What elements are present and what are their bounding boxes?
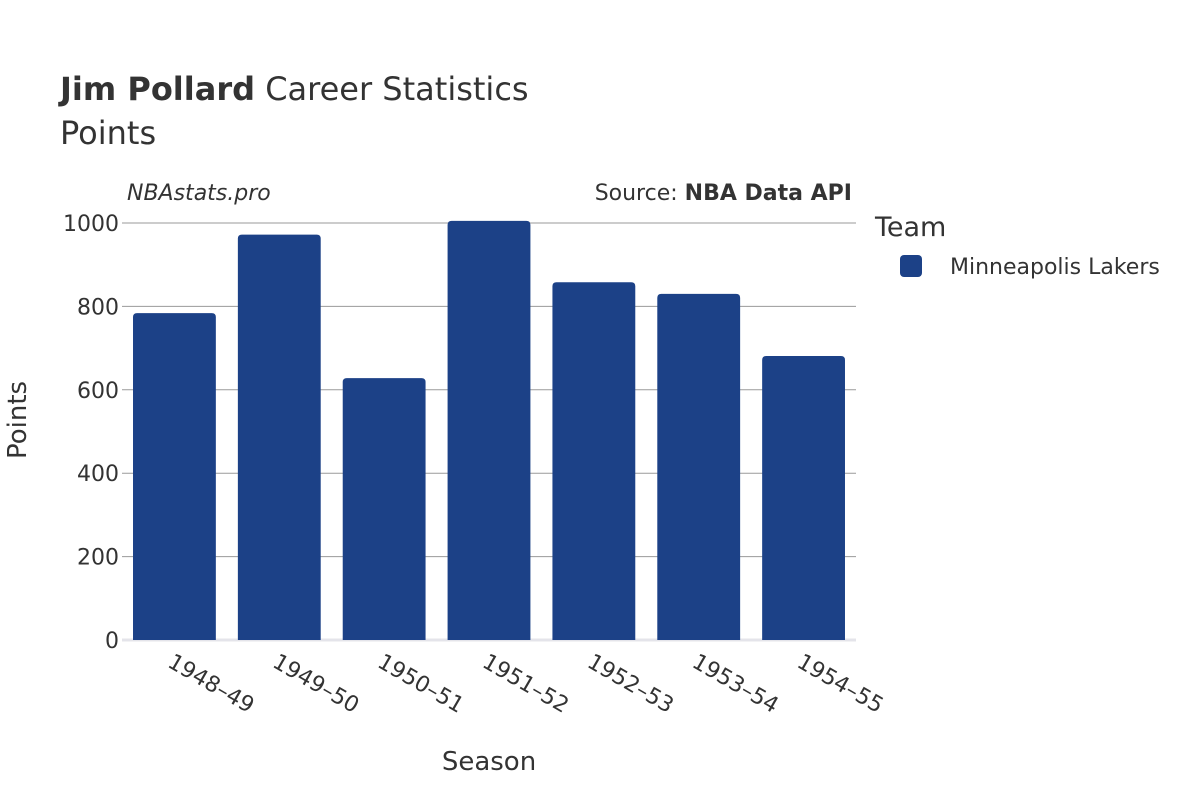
legend-items: Minneapolis Lakers bbox=[900, 255, 1160, 280]
y-tick-label: 600 bbox=[77, 379, 119, 404]
y-tick-label: 400 bbox=[77, 462, 119, 487]
x-tick-label: 1951–52 bbox=[478, 650, 573, 719]
bar-1951–52 bbox=[447, 220, 531, 641]
chart-title: Jim Pollard Career Statistics bbox=[58, 70, 529, 108]
chart-title-rest: Career Statistics bbox=[255, 70, 529, 108]
y-axis-title: Points bbox=[3, 381, 33, 459]
bar-1954–55 bbox=[762, 356, 845, 640]
bar-1949–50 bbox=[237, 234, 321, 640]
x-tick-labels: 1948–49 1949–50 1950–51 1951–52 1952–53 1953–… bbox=[163, 650, 887, 719]
x-tick-label: 1948–49 bbox=[163, 650, 258, 719]
legend-swatch bbox=[900, 255, 922, 277]
x-tick-label: 1953–54 bbox=[688, 650, 783, 719]
source-prefix: Source: bbox=[595, 181, 685, 206]
legend-title: Team bbox=[874, 212, 946, 243]
y-tick-label: 0 bbox=[105, 629, 119, 654]
legend-label: Minneapolis Lakers bbox=[950, 255, 1160, 280]
y-tick-label: 800 bbox=[77, 295, 119, 320]
bar-1948–49 bbox=[133, 313, 216, 640]
bar-1953–54 bbox=[657, 293, 741, 640]
x-tick-label: 1954–55 bbox=[793, 650, 888, 719]
x-axis-title: Season bbox=[442, 747, 536, 777]
source-label: Source: NBA Data API bbox=[595, 181, 852, 206]
bars bbox=[133, 220, 845, 641]
y-tick-labels: 0 200 400 600 800 1000 bbox=[63, 212, 119, 654]
x-tick-label: 1950–51 bbox=[373, 650, 468, 719]
watermark: NBAstats.pro bbox=[127, 181, 271, 206]
x-tick-label: 1952–53 bbox=[583, 650, 678, 719]
chart-title-bold: Jim Pollard bbox=[58, 70, 255, 108]
x-tick-label: 1949–50 bbox=[268, 650, 363, 719]
chart-subtitle: Points bbox=[60, 114, 156, 152]
y-tick-label: 1000 bbox=[63, 212, 119, 237]
bar-1950–51 bbox=[342, 378, 426, 640]
source-name: NBA Data API bbox=[685, 181, 852, 206]
y-tick-label: 200 bbox=[77, 546, 119, 571]
bar-1952–53 bbox=[552, 282, 636, 640]
